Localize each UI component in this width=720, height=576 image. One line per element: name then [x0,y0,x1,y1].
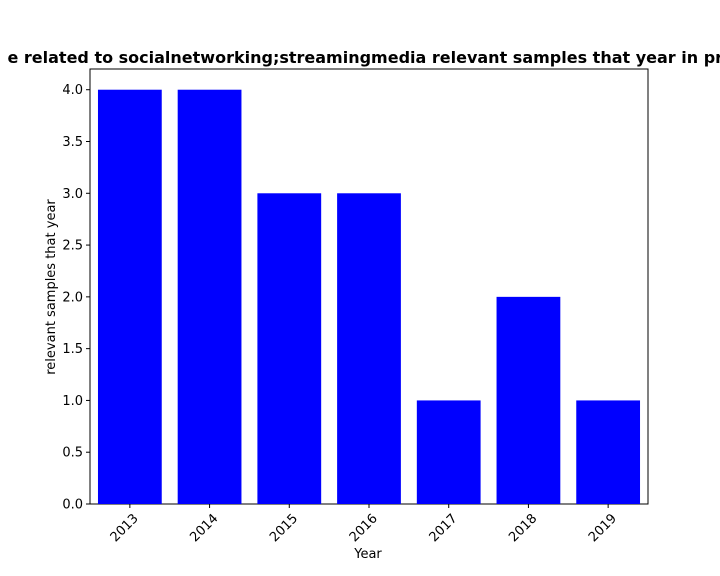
bars-group [97,89,641,505]
y-tick-label: 2.5 [62,239,83,254]
bar-2016 [337,193,401,505]
bar-2014 [177,89,242,504]
y-tick-label: 2.0 [62,290,83,305]
y-tick-label: 0.5 [62,446,83,461]
x-axis-title: Year [353,547,382,562]
y-tick-label: 0.0 [62,498,83,513]
bar-2013 [97,89,162,504]
y-tick-label: 4.0 [62,83,83,98]
y-axis: 0.0 0.5 1.0 1.5 2.0 2.5 3.0 3.5 4.0 [62,83,90,513]
bar-2015 [257,193,322,505]
y-tick-label: 1.0 [62,394,83,409]
y-tick-label: 3.0 [62,187,83,202]
y-tick-label: 3.5 [62,135,83,150]
bar-2018 [496,296,561,504]
y-axis-title: relevant samples that year [44,199,59,375]
bar-2019 [576,400,641,504]
y-tick-label: 1.5 [62,342,83,357]
chart-title: e related to socialnetworking;streamingm… [7,48,720,67]
bar-2017 [416,400,481,504]
